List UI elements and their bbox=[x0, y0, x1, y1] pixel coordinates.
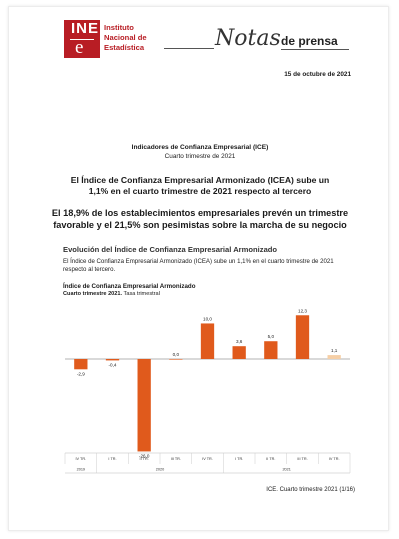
icea-bar-chart: -2,9 -0,4 -26,0 0,0 10,0 3,6 5,0 12,3 1,1 IV TR. I… bbox=[64, 308, 351, 474]
data-label-4: 10,0 bbox=[203, 316, 212, 321]
year-label-0: 2019 bbox=[77, 468, 85, 472]
category-label-8: IV TR. bbox=[329, 457, 340, 461]
data-label-5: 3,6 bbox=[236, 339, 243, 344]
de-prensa-wordmark: de prensa bbox=[281, 34, 338, 48]
bar-2 bbox=[137, 359, 151, 452]
chart-subtitle: Cuarto trimestre 2021. Tasa trimestral bbox=[63, 291, 160, 297]
bar-3 bbox=[169, 359, 183, 360]
data-label-0: -2,9 bbox=[77, 371, 85, 376]
page-frame bbox=[8, 6, 389, 531]
data-label-8: 1,1 bbox=[331, 348, 338, 353]
category-label-7: III TR. bbox=[297, 457, 307, 461]
bar-1 bbox=[105, 359, 120, 361]
release-date: 15 de octubre de 2021 bbox=[284, 71, 351, 78]
bar-7 bbox=[295, 315, 310, 359]
release-kicker: Indicadores de Confianza Empresarial (IC… bbox=[131, 144, 269, 151]
data-label-1: -0,4 bbox=[109, 362, 117, 367]
release-kicker-sub: Cuarto trimestre de 2021 bbox=[164, 153, 236, 160]
notas-wordmark: Notas bbox=[215, 26, 281, 51]
category-label-0: IV TR. bbox=[75, 457, 86, 461]
category-label-3: III TR. bbox=[171, 457, 181, 461]
data-label-6: 5,0 bbox=[268, 334, 275, 339]
year-label-2: 2021 bbox=[282, 468, 290, 472]
headline-primary: El Índice de Confianza Empresarial Armon… bbox=[70, 175, 330, 196]
ine-logo: INE e Instituto Nacional de Estadística bbox=[64, 20, 159, 58]
bar-4 bbox=[200, 323, 215, 359]
bar-8 bbox=[327, 355, 341, 359]
bar-5 bbox=[232, 346, 246, 359]
data-label-2: -26,0 bbox=[139, 453, 150, 458]
category-label-2: II TR. bbox=[140, 457, 149, 461]
bar-6 bbox=[264, 341, 278, 359]
category-label-4: IV TR. bbox=[202, 457, 213, 461]
logo-text: Instituto Nacional de Estadística bbox=[104, 23, 147, 52]
bar-0 bbox=[74, 359, 88, 370]
category-label-6: II TR. bbox=[266, 457, 275, 461]
headline-secondary: El 18,9% de los establecimientos empresa… bbox=[51, 208, 349, 230]
section-title: Evolución del Índice de Confianza Empres… bbox=[63, 245, 278, 254]
category-label-5: I TR. bbox=[235, 457, 243, 461]
logo-letters-bottom: e bbox=[75, 37, 84, 58]
page-footer: ICE. Cuarto trimestre 2021 (1/16) bbox=[266, 487, 355, 493]
logo-letters-top: INE bbox=[71, 20, 100, 37]
data-label-3: 0,0 bbox=[173, 352, 180, 357]
section-body: El Índice de Confianza Empresarial Armon… bbox=[63, 258, 334, 273]
year-label-1: 2020 bbox=[156, 468, 164, 472]
category-label-1: I TR. bbox=[108, 457, 116, 461]
data-label-7: 12,3 bbox=[298, 308, 307, 313]
ine-logo-mark: INE e bbox=[64, 20, 100, 58]
chart-title: Índice de Confianza Empresarial Armoniza… bbox=[63, 283, 196, 290]
